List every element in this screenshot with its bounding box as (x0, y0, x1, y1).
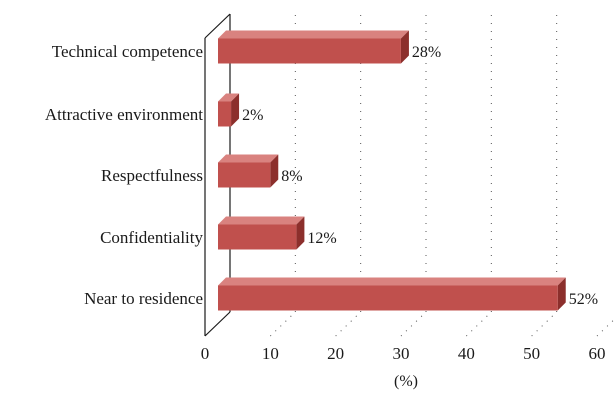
bar-side-face (270, 154, 279, 188)
bar-side-face (296, 216, 305, 250)
x-tick-label: 10 (262, 344, 279, 363)
bar-series (218, 30, 566, 311)
category-label: Confidentiality (100, 228, 203, 247)
x-tick-labels: 0 10 20 30 40 50 60 (201, 344, 606, 363)
bar-top-face (218, 30, 409, 39)
bar-respectfulness (218, 154, 279, 188)
bar-front-face (218, 101, 232, 127)
data-labels: 28% 2% 8% 12% 52% (242, 44, 598, 308)
bar-top-face (218, 277, 566, 286)
bar-front-face (218, 162, 271, 188)
gridlines (269, 14, 616, 337)
bar-side-face (557, 277, 566, 311)
axis-top-line (204, 13, 231, 39)
x-tick-label: 20 (327, 344, 344, 363)
bar-confidentiality (218, 216, 305, 250)
x-tick-label: 50 (523, 344, 540, 363)
bar-near-to-residence (218, 277, 566, 311)
data-label: 8% (281, 168, 302, 185)
bar-top-face (218, 93, 240, 102)
data-label: 52% (569, 291, 598, 308)
data-label: 28% (412, 44, 441, 61)
x-axis-title: (%) (394, 373, 418, 390)
floor-gridline (269, 311, 296, 337)
data-label: 2% (242, 107, 263, 124)
x-tick-label: 40 (458, 344, 475, 363)
floor-gridline (465, 311, 492, 337)
bar-attractive-environment (218, 93, 240, 127)
floor-gridline (335, 311, 362, 337)
bar-front-face (218, 224, 297, 250)
bar-front-face (218, 38, 401, 64)
bar-side-face (231, 93, 240, 127)
x-tick-label: 60 (589, 344, 606, 363)
bar-front-face (218, 285, 558, 311)
bar-top-face (218, 216, 305, 225)
bar-side-face (400, 30, 409, 64)
bar-top-face (218, 154, 279, 163)
x-tick-label: 0 (201, 344, 210, 363)
category-label: Technical competence (52, 42, 203, 61)
category-label: Near to residence (84, 289, 203, 308)
axis-corner-line (204, 311, 231, 337)
floor-gridline (400, 311, 427, 337)
category-label: Attractive environment (45, 105, 203, 124)
floor-gridline (596, 317, 616, 337)
category-label: Respectfulness (101, 166, 203, 185)
bar-technical-competence (218, 30, 409, 64)
x-tick-label: 30 (393, 344, 410, 363)
floor-gridline (531, 311, 558, 337)
data-label: 12% (307, 230, 336, 247)
category-labels: Technical competence Attractive environme… (45, 42, 204, 308)
